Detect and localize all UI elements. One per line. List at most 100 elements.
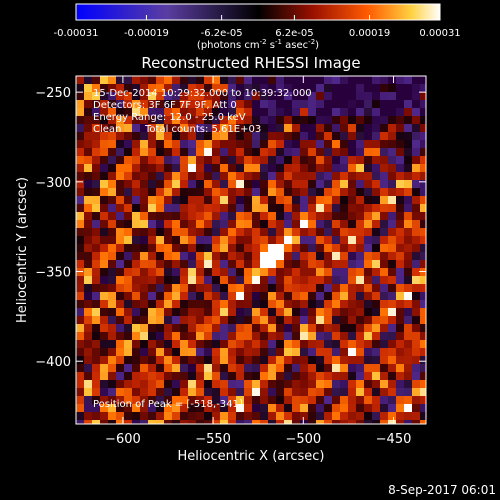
heatmap-cell [140, 140, 148, 148]
heatmap-cell [188, 244, 196, 252]
heatmap-cell [284, 228, 292, 236]
heatmap-cell [284, 252, 292, 260]
heatmap-cell [388, 156, 396, 164]
heatmap-cell [76, 404, 84, 412]
heatmap-cell [84, 228, 92, 236]
heatmap-cell [236, 380, 244, 388]
heatmap-cell [156, 284, 164, 292]
heatmap-cell [396, 124, 404, 132]
heatmap-cell [404, 252, 412, 260]
heatmap-cell [404, 116, 412, 124]
heatmap-cell [148, 268, 156, 276]
heatmap-cell [84, 132, 92, 140]
heatmap-cell [228, 356, 236, 364]
heatmap-cell [164, 252, 172, 260]
heatmap-cell [412, 204, 420, 212]
heatmap-cell [268, 412, 276, 420]
heatmap-cell [300, 92, 308, 100]
heatmap-cell [380, 412, 388, 420]
heatmap-cell [180, 316, 188, 324]
heatmap-cell [76, 172, 84, 180]
heatmap-cell [324, 324, 332, 332]
heatmap-cell [420, 124, 426, 132]
heatmap-cell [244, 84, 252, 92]
heatmap-cell [204, 196, 212, 204]
heatmap-cell [148, 180, 156, 188]
colorbar-tick-label: 0.00019 [349, 28, 390, 39]
heatmap-cell [404, 372, 412, 380]
heatmap-cell [308, 348, 316, 356]
heatmap-cell [420, 284, 426, 292]
heatmap-cell [372, 300, 380, 308]
heatmap-cell [388, 124, 396, 132]
heatmap-cell [372, 324, 380, 332]
heatmap-cell [292, 204, 300, 212]
heatmap-cell [276, 412, 284, 420]
heatmap-cell [332, 148, 340, 156]
heatmap-cell [364, 188, 372, 196]
heatmap-cell [316, 252, 324, 260]
heatmap-cell [188, 252, 196, 260]
heatmap-cell [284, 100, 292, 108]
heatmap-cell [172, 356, 180, 364]
heatmap-cell [324, 228, 332, 236]
heatmap-cell [308, 132, 316, 140]
heatmap-cell [412, 212, 420, 220]
heatmap-cell [236, 228, 244, 236]
heatmap-cell [132, 148, 140, 156]
heatmap-cell [420, 412, 426, 420]
heatmap-cell [156, 404, 164, 412]
heatmap-cell [252, 420, 260, 424]
heatmap-cell [332, 212, 340, 220]
heatmap-cell [236, 388, 244, 396]
heatmap-cell [388, 108, 396, 116]
heatmap-cell [284, 220, 292, 228]
heatmap-cell [260, 180, 268, 188]
heatmap-cell [172, 372, 180, 380]
heatmap-cell [124, 340, 132, 348]
heatmap-cell [364, 228, 372, 236]
heatmap-cell [340, 220, 348, 228]
heatmap-cell [412, 308, 420, 316]
heatmap-cell [212, 364, 220, 372]
heatmap-cell [268, 252, 276, 260]
heatmap-cell [348, 324, 356, 332]
heatmap-cell [284, 172, 292, 180]
heatmap-cell [180, 124, 188, 132]
heatmap-cell [404, 292, 412, 300]
heatmap-cell [316, 156, 324, 164]
heatmap-cell [124, 164, 132, 172]
heatmap-cell [188, 172, 196, 180]
colorbar-units: (photons cm-2 s-1 asec-2) [197, 38, 319, 51]
heatmap-cell [284, 412, 292, 420]
heatmap-cell [108, 324, 116, 332]
heatmap-cell [204, 132, 212, 140]
heatmap-cell [84, 180, 92, 188]
heatmap-cell [276, 292, 284, 300]
heatmap-cell [148, 404, 156, 412]
heatmap-cell [108, 156, 116, 164]
heatmap-cell [356, 404, 364, 412]
heatmap-cell [180, 140, 188, 148]
heatmap-cell [340, 388, 348, 396]
heatmap-cell [244, 412, 252, 420]
heatmap-cell [356, 108, 364, 116]
heatmap-cell [164, 228, 172, 236]
heatmap-cell [244, 132, 252, 140]
heatmap-cell [212, 220, 220, 228]
heatmap-cell [356, 228, 364, 236]
heatmap-cell [308, 180, 316, 188]
heatmap-cell [420, 148, 426, 156]
axis-ticks: −600 −550 −500 −450−250−300−350−400 [35, 76, 426, 447]
heatmap-cell [164, 308, 172, 316]
heatmap-cell [156, 276, 164, 284]
heatmap-cell [100, 364, 108, 372]
heatmap-cell [300, 252, 308, 260]
heatmap-cell [420, 340, 426, 348]
heatmap-cell [156, 92, 164, 100]
heatmap-cell [140, 276, 148, 284]
heatmap-cell [100, 124, 108, 132]
heatmap-cell [212, 140, 220, 148]
heatmap-cell [196, 92, 204, 100]
heatmap-cell [284, 236, 292, 244]
